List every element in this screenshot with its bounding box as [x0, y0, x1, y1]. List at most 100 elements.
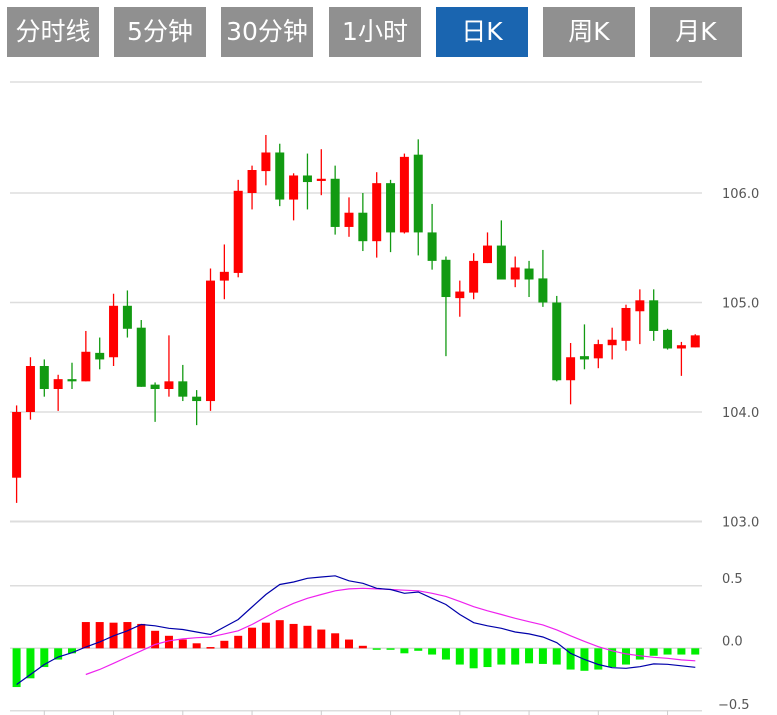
- macd-histogram-bar: [414, 648, 423, 651]
- candle: [621, 304, 631, 351]
- candle: [579, 324, 589, 370]
- candle-body: [649, 300, 659, 331]
- macd-histogram-bar: [54, 648, 63, 660]
- candle-body: [330, 178, 340, 227]
- candle-body: [635, 300, 645, 312]
- candle: [607, 327, 617, 360]
- candle: [330, 165, 340, 235]
- candle: [676, 341, 686, 376]
- macd-histogram-bar: [275, 620, 284, 649]
- candle-body: [538, 278, 548, 303]
- macd-histogram-bar: [497, 648, 506, 665]
- candle: [95, 337, 105, 370]
- macd-histogram-bar: [552, 648, 561, 665]
- candle: [566, 343, 576, 405]
- candle: [483, 232, 492, 264]
- candle: [302, 153, 312, 210]
- candle-body: [621, 307, 631, 341]
- candle: [247, 165, 257, 210]
- candle: [372, 172, 382, 258]
- candle: [690, 334, 700, 348]
- tab-daily-k[interactable]: 日K: [436, 7, 528, 57]
- candle-body: [164, 381, 174, 390]
- macd-histogram-bar: [428, 648, 437, 655]
- candle-body: [206, 280, 215, 402]
- macd-histogram-bar: [234, 635, 243, 649]
- candle-body: [81, 351, 91, 382]
- macd-histogram-bar: [386, 648, 395, 650]
- candle-body: [316, 178, 326, 181]
- macd-axis-label: −0.5: [718, 698, 750, 713]
- candle-body: [552, 302, 562, 381]
- macd-histogram-bar: [372, 648, 381, 650]
- candle: [510, 256, 520, 288]
- dea-line: [85, 587, 696, 676]
- macd-histogram-bar: [123, 622, 132, 649]
- period-tabs: 分时线 5分钟 30分钟 1小时 日K 周K 月K: [0, 7, 777, 57]
- macd-histogram-bar: [81, 622, 90, 649]
- macd-histogram-bar: [691, 648, 700, 655]
- macd-histogram-bar: [538, 648, 547, 664]
- candle: [469, 253, 479, 300]
- price-axis-label: 103.0: [722, 516, 759, 531]
- candle: [316, 149, 326, 196]
- tab-timeshare[interactable]: 分时线: [7, 7, 99, 57]
- candle-body: [219, 271, 229, 281]
- macd-histogram-bar: [594, 648, 603, 670]
- dif-line: [16, 575, 696, 685]
- price-axis-label: 105.0: [722, 297, 759, 312]
- candle: [12, 405, 22, 503]
- macd-histogram-bar: [95, 622, 104, 649]
- macd-histogram-bar: [289, 623, 298, 649]
- candle: [441, 256, 451, 357]
- macd-histogram-bar: [469, 648, 478, 669]
- candle-body: [150, 384, 160, 390]
- macd-histogram-bar: [303, 625, 312, 649]
- candle-body: [386, 183, 396, 233]
- candle-body: [593, 344, 603, 359]
- candle-body: [663, 329, 673, 349]
- macd-histogram-bar: [206, 647, 215, 649]
- tab-30min[interactable]: 30分钟: [221, 7, 313, 57]
- tab-monthly-k[interactable]: 月K: [650, 7, 742, 57]
- candle-body: [25, 366, 35, 412]
- tab-weekly-k[interactable]: 周K: [543, 7, 635, 57]
- macd-histogram-bar: [358, 645, 367, 649]
- macd-histogram-bar: [164, 635, 173, 649]
- candle-body: [566, 357, 576, 381]
- candle-body: [496, 245, 506, 280]
- candle: [524, 260, 534, 298]
- candle-body: [344, 212, 354, 227]
- candle-body: [676, 345, 686, 349]
- tab-1hour[interactable]: 1小时: [329, 7, 421, 57]
- candle: [206, 268, 215, 411]
- candle: [122, 290, 132, 338]
- macd-histogram-bar: [400, 648, 409, 654]
- macd-histogram-bar: [137, 623, 146, 649]
- candle: [109, 293, 119, 367]
- candle: [552, 295, 562, 382]
- macd-histogram-bar: [331, 633, 340, 649]
- candle: [289, 173, 299, 221]
- candle-body: [469, 260, 479, 293]
- candle-body: [510, 267, 520, 280]
- candle-body: [122, 305, 132, 329]
- macd-histogram-bar: [192, 643, 201, 649]
- candle-body: [178, 381, 188, 397]
- candle: [386, 179, 396, 253]
- candle-body: [427, 232, 437, 261]
- tab-5min[interactable]: 5分钟: [114, 7, 206, 57]
- macd-histogram-bar: [40, 648, 49, 668]
- candle-body: [690, 335, 700, 348]
- macd-histogram-bar: [483, 648, 492, 668]
- price-axis-label: 106.0: [722, 187, 759, 202]
- candle-body: [109, 305, 119, 358]
- macd-histogram-bar: [248, 627, 257, 649]
- candle: [538, 249, 548, 307]
- candle-body: [524, 268, 534, 280]
- candle: [593, 339, 603, 369]
- macd-histogram-bar: [68, 648, 76, 654]
- candle-body: [372, 183, 382, 242]
- candle-body: [275, 152, 285, 200]
